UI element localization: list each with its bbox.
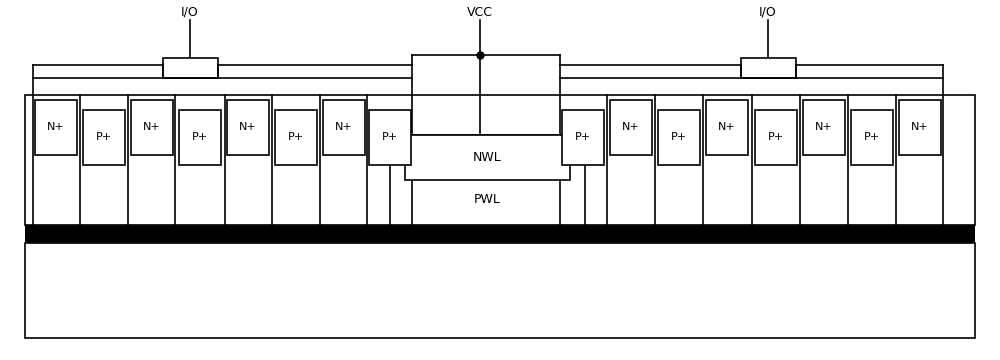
Text: PWL: PWL (474, 193, 501, 206)
Bar (25, 225, 975, 243)
Text: NWL: NWL (473, 151, 502, 164)
Bar (740, 58, 796, 78)
Bar (899, 100, 941, 155)
Text: VCC: VCC (467, 5, 493, 18)
Text: P+: P+ (864, 132, 880, 143)
Text: P+: P+ (192, 132, 208, 143)
Bar (275, 110, 317, 165)
Text: N+: N+ (815, 122, 833, 132)
Bar (851, 110, 893, 165)
Bar (803, 100, 845, 155)
Bar (390, 135, 585, 225)
Text: N+: N+ (335, 122, 353, 132)
Bar (25, 243, 975, 338)
Text: N+: N+ (143, 122, 161, 132)
Text: P+: P+ (96, 132, 112, 143)
Bar (323, 100, 365, 155)
Bar (369, 110, 411, 165)
Bar (658, 110, 700, 165)
Text: N+: N+ (911, 122, 929, 132)
Text: P+: P+ (575, 132, 591, 143)
Text: P+: P+ (768, 132, 784, 143)
Text: P+: P+ (382, 132, 398, 143)
Text: N+: N+ (718, 122, 736, 132)
Bar (610, 100, 652, 155)
Text: P+: P+ (671, 132, 687, 143)
Bar (131, 100, 173, 155)
Text: I/O: I/O (181, 5, 199, 18)
Text: N+: N+ (239, 122, 257, 132)
Bar (25, 95, 975, 225)
Text: P+: P+ (288, 132, 304, 143)
Bar (83, 110, 125, 165)
Bar (562, 110, 604, 165)
Text: I/O: I/O (759, 5, 777, 18)
Text: N+: N+ (47, 122, 65, 132)
Bar (227, 100, 269, 155)
Bar (179, 110, 221, 165)
Bar (162, 58, 218, 78)
Text: N+: N+ (622, 122, 640, 132)
Bar (405, 135, 570, 180)
Bar (755, 110, 797, 165)
Bar (706, 100, 748, 155)
Bar (35, 100, 77, 155)
